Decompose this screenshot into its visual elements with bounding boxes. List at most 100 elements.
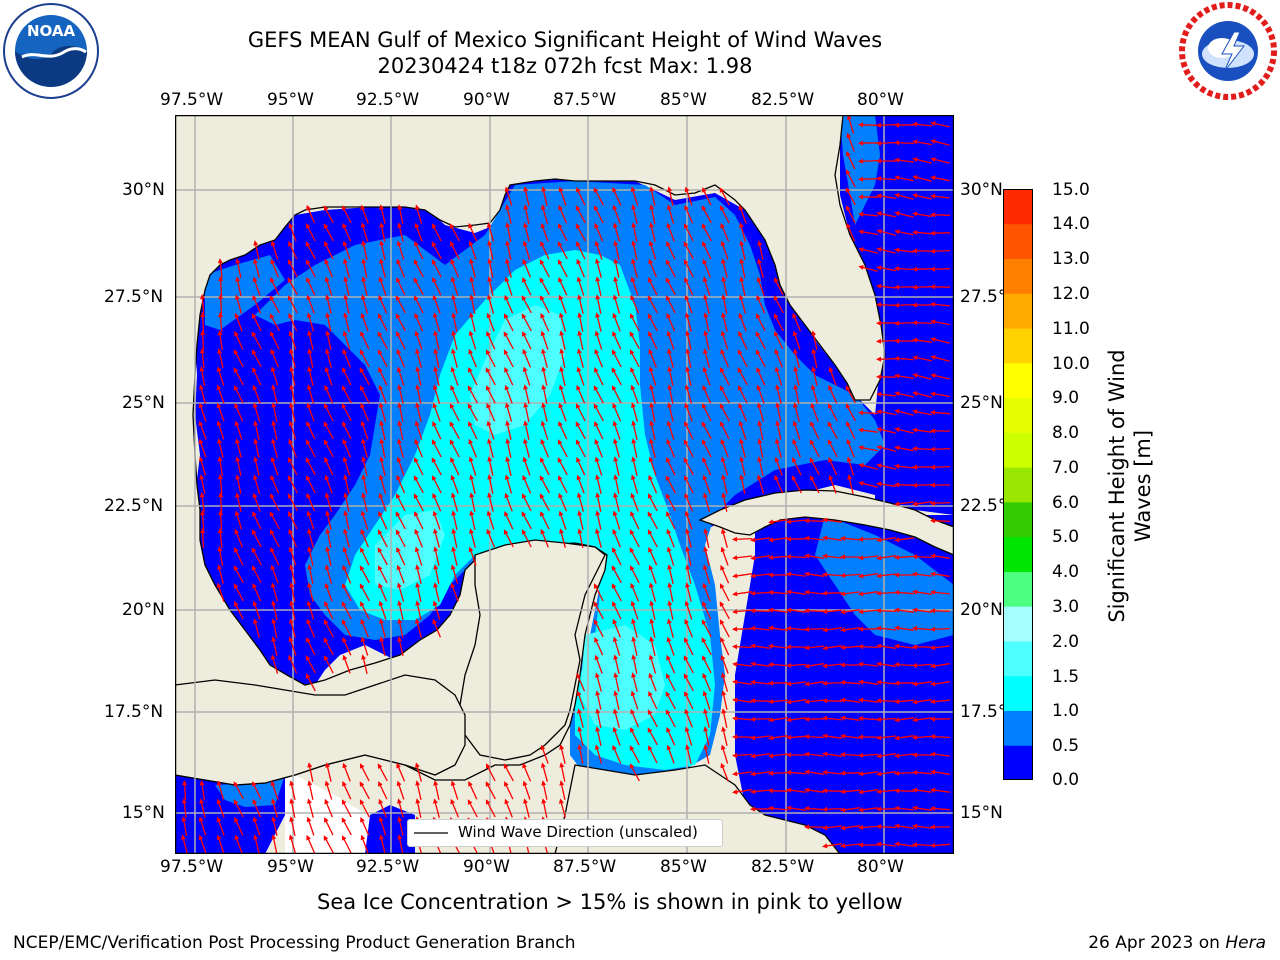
- wave-arrow-head: [271, 618, 277, 624]
- wave-arrow-head: [289, 582, 295, 588]
- wave-arrow-shaft: [702, 638, 712, 656]
- wave-arrow-shaft: [451, 584, 459, 602]
- wave-arrow-head: [876, 537, 882, 543]
- wave-arrow-shaft: [361, 206, 369, 224]
- wave-arrow-head: [396, 564, 402, 571]
- wave-arrow-head: [523, 384, 528, 390]
- wave-arrow-head: [822, 715, 828, 721]
- wave-arrow-shaft: [752, 681, 770, 685]
- wave-arrow-shaft: [270, 278, 280, 296]
- wave-arrow-head: [576, 690, 582, 697]
- wave-arrow-shaft: [380, 206, 386, 224]
- wave-arrow-head: [804, 535, 810, 541]
- wave-arrow-head: [768, 770, 774, 776]
- wave-arrow-shaft: [769, 591, 789, 595]
- wave-arrow-head: [594, 367, 599, 373]
- wave-arrow-head: [912, 373, 918, 378]
- wave-arrow-head: [595, 276, 601, 282]
- wave-arrow-head: [756, 313, 761, 319]
- wave-arrow-shaft: [432, 620, 442, 638]
- wave-arrow-shaft: [541, 224, 549, 242]
- wave-arrow-head: [732, 609, 738, 615]
- wave-arrow-head: [894, 788, 900, 794]
- wave-arrow-shaft: [523, 368, 531, 386]
- wave-arrow-head: [701, 421, 707, 427]
- wave-arrow-head: [360, 547, 365, 553]
- wave-arrow-head: [912, 337, 918, 343]
- wave-arrow-shaft: [684, 260, 694, 278]
- wave-arrow-shaft: [272, 620, 278, 638]
- wave-arrow-head: [647, 511, 653, 517]
- wave-arrow-shaft: [842, 627, 860, 631]
- wave-arrow-head: [414, 528, 420, 535]
- wave-arrow-head: [413, 475, 419, 481]
- wave-arrow-head: [432, 294, 438, 301]
- wave-arrow-head: [876, 608, 882, 614]
- wave-arrow-head: [703, 528, 709, 534]
- wave-arrow-head: [306, 277, 311, 283]
- wave-arrow-shaft: [288, 296, 298, 314]
- wave-arrow-head: [894, 122, 899, 128]
- wave-arrow-head: [876, 427, 882, 432]
- wave-arrow-head: [858, 158, 864, 164]
- wave-arrow-head: [750, 716, 756, 722]
- wave-arrow-head: [559, 528, 564, 534]
- wave-arrow-shaft: [792, 440, 802, 458]
- noaa-logo-text: NOAA: [27, 22, 76, 40]
- wave-arrow-head: [804, 699, 810, 705]
- wave-arrow-head: [523, 438, 528, 444]
- wave-arrow-head: [684, 618, 689, 625]
- wave-arrow-head: [323, 637, 329, 643]
- wave-arrow-head: [415, 780, 421, 786]
- wave-arrow-shaft: [612, 602, 622, 620]
- wave-arrow-shaft: [878, 446, 896, 452]
- wave-arrow-head: [912, 121, 918, 127]
- wave-arrow-head: [757, 240, 763, 246]
- wave-arrow-head: [577, 744, 583, 750]
- wave-arrow-head: [912, 193, 918, 199]
- wave-arrow-head: [559, 744, 565, 750]
- wave-arrow-head: [216, 798, 222, 805]
- wave-arrow-shaft: [613, 512, 621, 530]
- wave-arrow-shaft: [896, 627, 914, 631]
- colorbar-segment: [1003, 710, 1033, 746]
- wave-arrow-shaft: [878, 230, 896, 236]
- wave-arrow-head: [768, 590, 774, 595]
- wave-arrow-head: [793, 366, 799, 372]
- colorbar-tick: 1.0: [1052, 701, 1080, 721]
- wave-arrow-head: [198, 438, 204, 445]
- wave-arrow-shaft: [720, 350, 730, 368]
- wave-arrow-head: [431, 439, 437, 445]
- wave-arrow-head: [288, 511, 293, 517]
- wave-arrow-shaft: [362, 260, 368, 278]
- wave-arrow-shaft: [828, 386, 838, 404]
- wave-arrow-head: [876, 122, 882, 128]
- wave-arrow-head: [648, 258, 654, 265]
- wave-arrow-shaft: [632, 260, 638, 278]
- wave-arrow-head: [359, 367, 365, 373]
- wave-arrow-head: [523, 798, 528, 804]
- wave-arrow-shaft: [469, 332, 477, 350]
- wave-arrow-head: [396, 240, 402, 246]
- wave-arrow-head: [822, 698, 828, 704]
- lat-label: 30°N: [122, 180, 165, 200]
- wave-arrow-head: [593, 187, 599, 193]
- wave-arrow-shaft: [234, 368, 244, 386]
- wave-arrow-head: [539, 493, 545, 499]
- wave-arrow-head: [341, 601, 347, 607]
- wave-arrow-head: [822, 733, 828, 739]
- wave-arrow-shaft: [614, 476, 620, 494]
- wave-arrow-head: [539, 277, 545, 283]
- wave-arrow-head: [827, 439, 833, 445]
- wave-arrow-shaft: [686, 548, 692, 566]
- wave-arrow-head: [343, 294, 349, 300]
- wave-arrow-head: [414, 312, 419, 319]
- wave-arrow-head: [894, 140, 900, 146]
- wave-arrow-head: [912, 409, 918, 415]
- wave-arrow-head: [876, 211, 882, 217]
- wave-arrow-head: [325, 546, 331, 552]
- wave-arrow-shaft: [788, 681, 806, 685]
- wave-arrow-head: [270, 240, 276, 246]
- wave-arrow-shaft: [721, 764, 729, 782]
- wave-arrow-head: [593, 619, 599, 625]
